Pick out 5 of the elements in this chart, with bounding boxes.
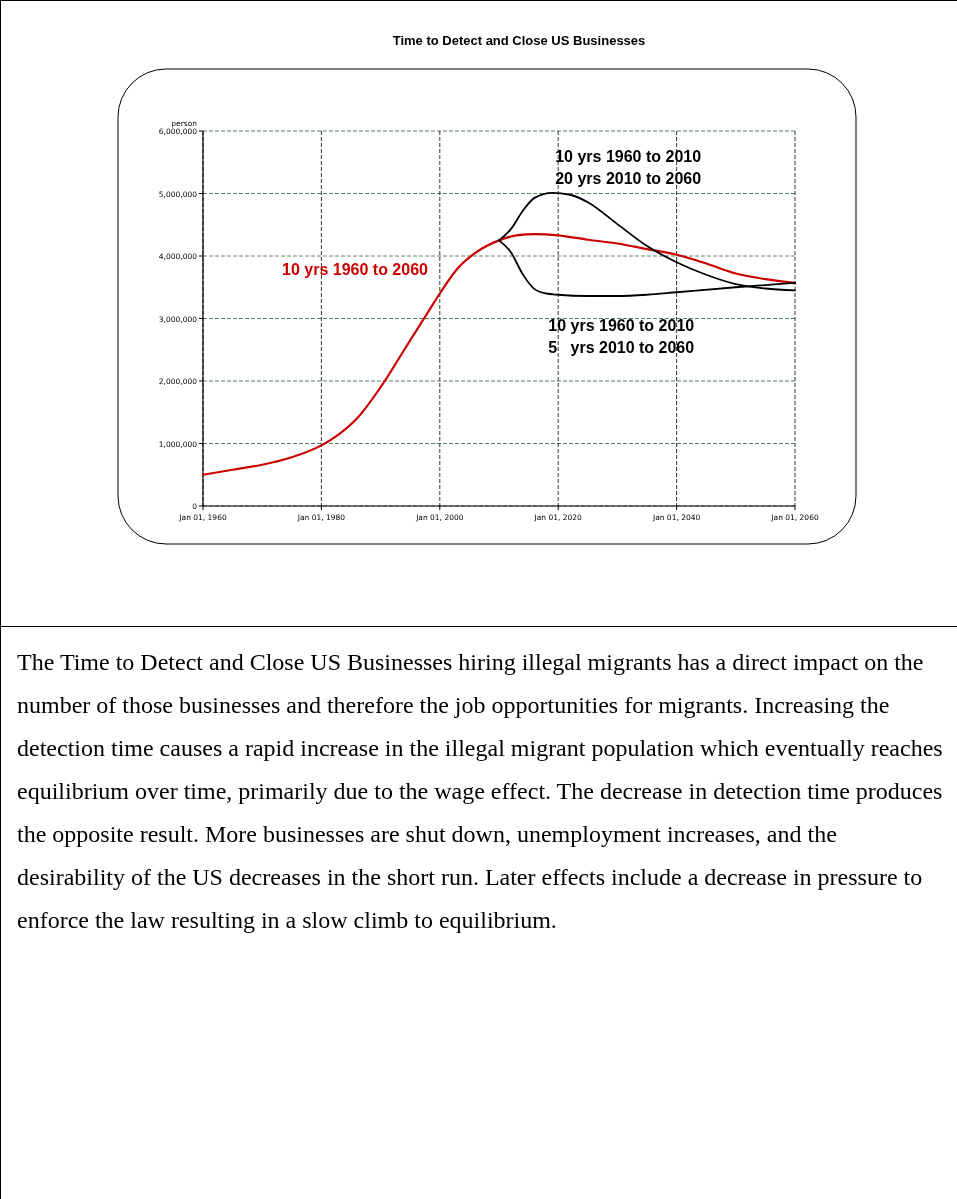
series-label: 10 yrs 1960 to 2060: [282, 260, 429, 278]
chart-title: Time to Detect and Close US Businesses: [392, 33, 646, 48]
text: The Time to Detect and Close US Businesses hiring illegal migrants has a direct impact on the number of those businesses and therefore the job opportunities for migrants. Increasing the detection time causes a rapid increase in the illegal migrant population which eventually reaches equilibrium over time, primarily due to the wage effect. The decrease in detection time produces the opposite result. More businesses are shut down, unemployment increases, and the desirability of the US decreases in the short run. Later effects include a decrease in pressure to enforce the law resulting in a slow climb to equilibrium.: [17, 648, 944, 935]
series-label: 10 yrs 1960 to 2010 20 yrs 2010 to 2060: [555, 148, 702, 188]
series-label: 10 yrs 1960 to 2010 5 yrs 2010 to 2060: [548, 317, 695, 356]
